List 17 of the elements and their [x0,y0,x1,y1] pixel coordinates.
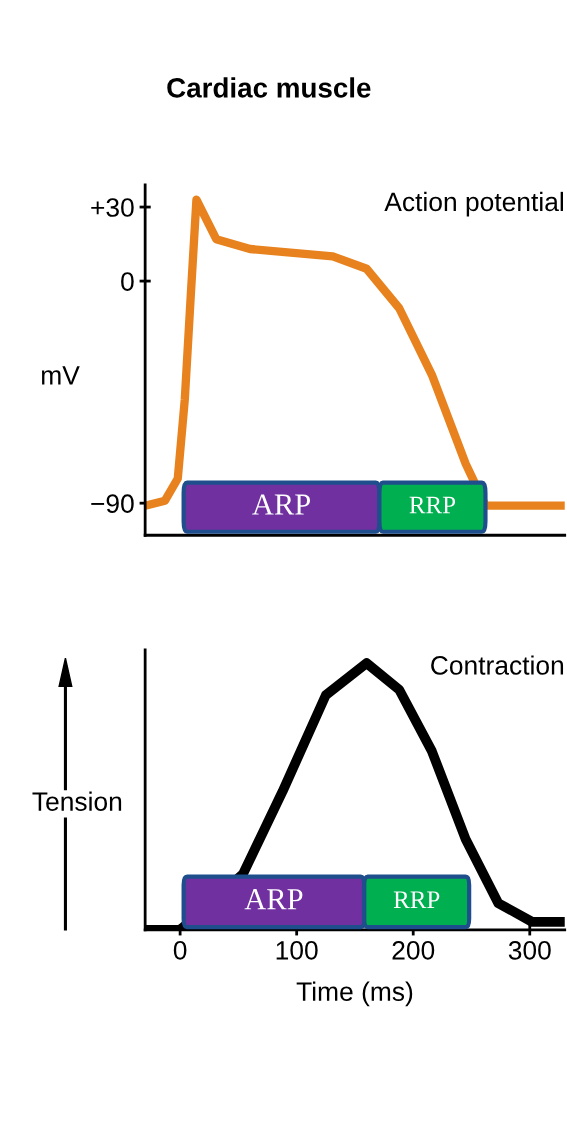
y-axis-title: Tension [32,791,122,811]
x-tick-label: 300 [508,940,551,960]
band-label: RRP [393,891,440,908]
y-axis-title: mV [42,366,80,385]
y-tick-label: 0 [121,272,134,291]
chart-subtitle: Action potential [384,191,563,217]
x-tick-label: 200 [392,940,435,960]
y-tick-label: +30 [91,198,134,217]
chart-subtitle: Contraction [431,655,564,675]
x-tick-label: 100 [276,940,318,960]
x-axis-title: Time (ms) [296,981,413,1007]
band-label: ARP [252,494,311,515]
chart-title: Cardiac muscle [167,77,371,98]
band-label: RRP [409,496,456,514]
x-tick-label: 0 [173,940,187,960]
band-label: ARP [244,889,303,910]
y-tick-label: −90 [91,494,134,513]
